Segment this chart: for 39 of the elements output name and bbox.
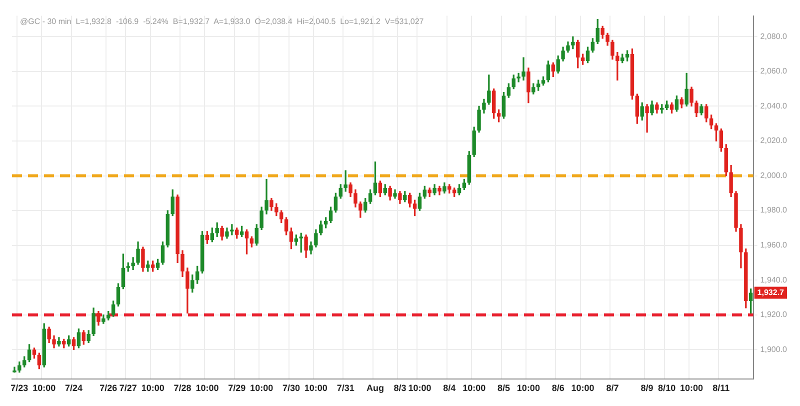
x-tick-label: 10:00: [250, 383, 274, 394]
x-tick-label: 10:00: [516, 383, 540, 394]
x-tick-label: 8/3: [394, 383, 406, 394]
x-tick-label: 7/29: [228, 383, 246, 394]
x-tick-label: 8/5: [497, 383, 510, 394]
x-tick-label: 10:00: [141, 383, 164, 394]
x-tick-label: Aug: [366, 383, 384, 394]
chart-subtitle: @GC - 30 min L=1,932.8 -106.9 -5.24% B=1,932.7 A=1,933.0 O=2,038.4 Hi=2,040.5 Lo=1,921.2 V=531,027: [20, 17, 424, 26]
x-tick-label: 10:00: [680, 383, 704, 394]
x-tick-label: 8/9: [640, 383, 654, 394]
x-tick-label: 10:00: [462, 383, 486, 394]
x-tick-label: 8/4: [443, 383, 456, 394]
x-tick-label: 7/24: [65, 383, 83, 394]
annotation: 1,932.7: [757, 288, 785, 297]
y-tick-label: 2,040.0: [760, 101, 788, 110]
x-tick-label: 10:00: [571, 383, 594, 394]
x-tick-label: 10:00: [32, 383, 56, 394]
x-tick-label: 8/11: [712, 383, 730, 394]
x-tick-label: 8/7: [606, 383, 619, 394]
y-tick-label: 1,920.0: [760, 310, 788, 320]
y-tick-label: 1,980.0: [760, 206, 788, 215]
x-tick-label: 7/30: [282, 383, 300, 394]
y-tick-label: 1,940.0: [760, 275, 788, 284]
x-tick-label: 10:00: [408, 383, 432, 394]
x-tick-label: 7/27: [119, 383, 137, 394]
y-tick-label: 1,960.0: [760, 240, 788, 250]
y-tick-label: 1,900.0: [760, 344, 788, 354]
x-tick-label: 7/28: [174, 383, 192, 394]
y-tick-label: 2,060.0: [760, 66, 788, 76]
x-tick-label: 7/26: [100, 383, 118, 394]
x-tick-label: 10:00: [196, 383, 219, 394]
x-tick-label: 7/31: [336, 383, 354, 394]
x-tick-label: 7/23: [10, 383, 28, 394]
y-tick-label: 2,000.0: [760, 170, 788, 180]
y-tick-label: 2,020.0: [760, 136, 788, 146]
y-tick-label: 2,080.0: [760, 32, 788, 41]
x-tick-label: 8/10: [658, 383, 676, 394]
x-tick-label: 10:00: [304, 383, 328, 394]
x-tick-label: 8/6: [552, 383, 564, 394]
